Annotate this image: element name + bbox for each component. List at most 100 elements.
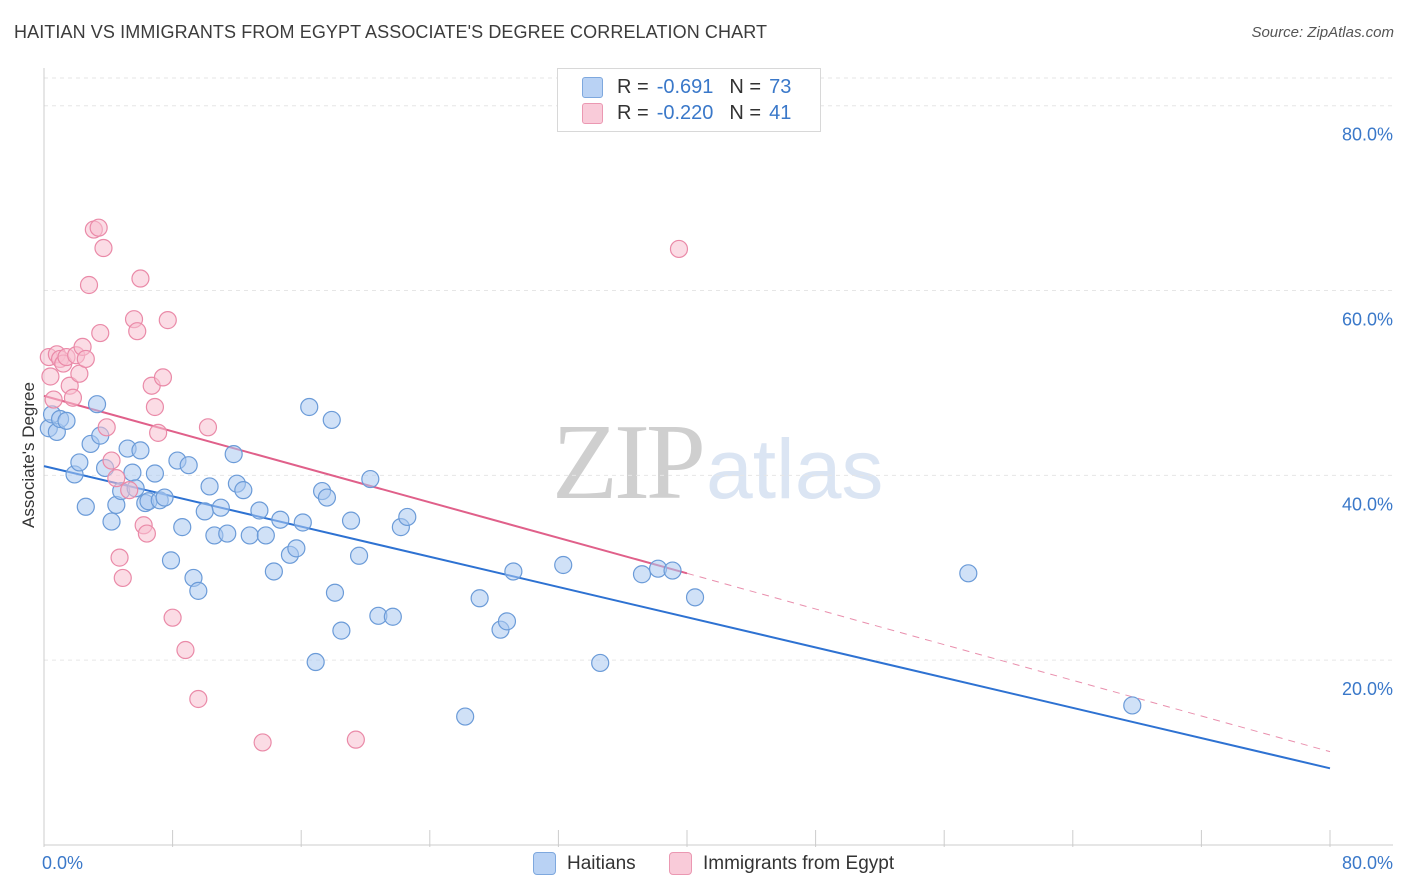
x-tick-label: 80.0% bbox=[1342, 853, 1393, 873]
egypt-point bbox=[137, 524, 156, 543]
grid-lines bbox=[44, 77, 1393, 661]
haitian-point bbox=[145, 464, 165, 483]
haitian-point bbox=[271, 510, 290, 529]
haitian-point bbox=[287, 539, 306, 558]
source-label: Source: ZipAtlas.com bbox=[1251, 24, 1394, 41]
r-label: R = bbox=[617, 101, 649, 124]
haitian-point bbox=[497, 612, 517, 631]
y-tick-label: 20.0% bbox=[1342, 679, 1393, 699]
egypt-point bbox=[76, 349, 95, 369]
legend-label: Immigrants from Egypt bbox=[703, 852, 895, 874]
legend-swatch-blue bbox=[582, 76, 603, 98]
legend-row-egypt: R = -0.220 N = 41 bbox=[582, 100, 791, 126]
haitian-point bbox=[102, 512, 121, 531]
y-tick-label: 40.0% bbox=[1342, 494, 1393, 514]
haitian-point bbox=[155, 488, 174, 507]
haitian-point bbox=[554, 555, 573, 575]
egypt-point bbox=[346, 730, 365, 749]
haitian-point bbox=[200, 477, 219, 496]
haitian-point bbox=[218, 524, 237, 543]
legend-label: Haitians bbox=[567, 852, 636, 874]
egypt-point bbox=[102, 451, 121, 470]
data-points bbox=[39, 218, 1142, 752]
series-legend: Haitians Immigrants from Egypt bbox=[0, 848, 1406, 880]
egypt-trend-line-extension bbox=[686, 572, 1331, 753]
n-value: 73 bbox=[769, 75, 792, 98]
haitian-point bbox=[456, 707, 475, 726]
egypt-point bbox=[149, 423, 168, 442]
haitian-point bbox=[591, 653, 610, 673]
egypt-point bbox=[110, 548, 129, 567]
haitian-point bbox=[1123, 696, 1142, 715]
haitian-point bbox=[341, 511, 361, 530]
legend-swatch-pink bbox=[582, 102, 603, 124]
haitian-point bbox=[398, 507, 417, 527]
egypt-point bbox=[163, 608, 182, 627]
egypt-point bbox=[131, 269, 150, 288]
egypt-point bbox=[79, 275, 99, 295]
haitian-point bbox=[240, 526, 259, 545]
haitian-point bbox=[383, 607, 402, 626]
haitian-point bbox=[293, 513, 312, 532]
haitian-point bbox=[70, 453, 89, 472]
haitian-point bbox=[663, 561, 682, 580]
egypt-point bbox=[189, 689, 208, 709]
r-value: -0.691 bbox=[656, 75, 714, 98]
n-label: N = bbox=[729, 101, 762, 124]
egypt-point bbox=[94, 238, 113, 258]
haitian-point bbox=[224, 445, 243, 464]
haitian-point bbox=[250, 501, 269, 520]
egypt-point bbox=[158, 311, 177, 330]
legend-item-haitians[interactable]: Haitians bbox=[533, 852, 636, 875]
haitian-point bbox=[131, 441, 150, 460]
haitian-point bbox=[211, 498, 230, 517]
haitian-point bbox=[123, 463, 142, 482]
egypt-point bbox=[145, 397, 165, 417]
egypt-point bbox=[107, 469, 126, 488]
legend-swatch-pink bbox=[669, 852, 692, 875]
haitian-point bbox=[173, 518, 192, 537]
n-value: 41 bbox=[769, 101, 792, 124]
egypt-point bbox=[89, 218, 108, 237]
haitian-point bbox=[189, 581, 208, 600]
r-label: R = bbox=[617, 75, 649, 98]
egypt-point bbox=[91, 323, 110, 343]
haitian-point bbox=[332, 621, 351, 640]
axes bbox=[43, 68, 1393, 847]
y-tick-label: 80.0% bbox=[1342, 125, 1393, 145]
haitian-point bbox=[470, 589, 489, 608]
egypt-point bbox=[113, 568, 132, 588]
y-tick-label: 60.0% bbox=[1342, 310, 1393, 330]
haitian-point bbox=[349, 546, 369, 565]
chart-title: HAITIAN VS IMMIGRANTS FROM EGYPT ASSOCIA… bbox=[14, 22, 768, 42]
haitian-point bbox=[87, 395, 107, 414]
haitian-point bbox=[256, 526, 275, 545]
egypt-point bbox=[44, 390, 63, 409]
haitian-point bbox=[504, 562, 523, 581]
haitian-point bbox=[161, 551, 181, 570]
correlation-legend: R = -0.691 N = 73 R = -0.220 N = 41 bbox=[557, 68, 821, 132]
haitian-point bbox=[300, 397, 319, 417]
legend-swatch-blue bbox=[533, 852, 556, 875]
haitian-point bbox=[325, 583, 345, 602]
legend-row-haitians: R = -0.691 N = 73 bbox=[582, 74, 791, 100]
egypt-point bbox=[128, 322, 147, 341]
r-value: -0.220 bbox=[656, 101, 714, 124]
egypt-point bbox=[63, 388, 83, 407]
haitian-point bbox=[57, 411, 76, 430]
haitian-point bbox=[361, 469, 380, 489]
legend-item-egypt[interactable]: Immigrants from Egypt bbox=[669, 852, 894, 875]
egypt-point bbox=[97, 418, 116, 437]
tick-labels: 20.0% 40.0% 60.0% 80.0% 0.0% 80.0% Associate's… bbox=[19, 125, 1393, 873]
haitian-point bbox=[959, 564, 978, 583]
egypt-point bbox=[120, 481, 139, 500]
n-label: N = bbox=[729, 75, 762, 98]
egypt-point bbox=[41, 367, 60, 386]
haitian-point bbox=[322, 410, 341, 430]
haitian-point bbox=[179, 456, 198, 475]
y-axis-label: Associate's Degree bbox=[19, 382, 38, 528]
haitian-trend-line bbox=[43, 465, 1331, 770]
haitian-point bbox=[234, 481, 253, 500]
egypt-point bbox=[669, 239, 689, 259]
